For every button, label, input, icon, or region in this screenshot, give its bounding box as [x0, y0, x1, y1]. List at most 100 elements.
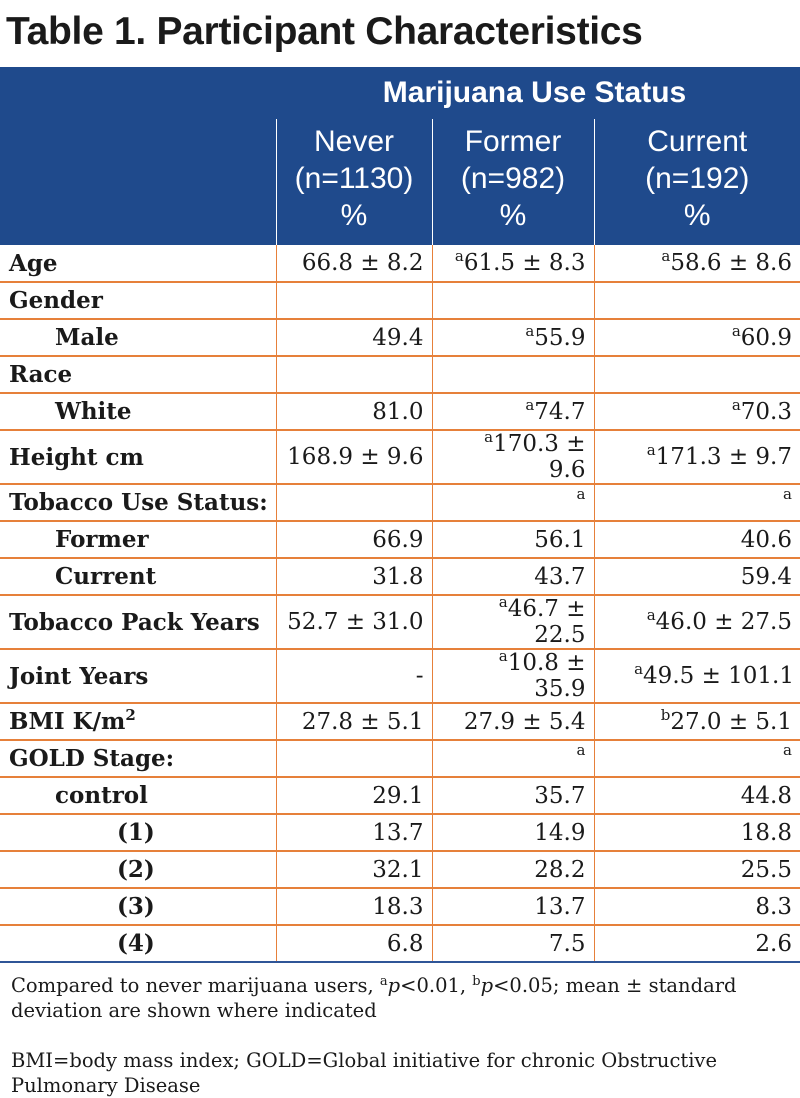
table-title: Table 1. Participant Characteristics: [6, 10, 643, 53]
header-blank-cell: [0, 119, 276, 245]
cell-former: 35.7: [431, 777, 594, 815]
table-row: Male 49.4 a55.9 a60.9: [0, 319, 800, 357]
cell-current: [593, 282, 800, 320]
cell-former: a: [431, 484, 594, 522]
column-header-never: Never (n=1130) %: [275, 119, 432, 245]
table-row: Former 66.9 56.1 40.6: [0, 521, 800, 559]
column-name: Never: [313, 125, 395, 158]
table-row: Age 66.8 ± 8.2 a61.5 ± 8.3 a58.6 ± 8.6: [0, 245, 800, 283]
table-row: Tobacco Use Status: a a: [0, 484, 800, 522]
row-label: (1): [0, 814, 276, 852]
table-row: Race: [0, 356, 800, 394]
footnote-significance: Compared to never marijuana users, ap<0.…: [11, 974, 737, 1022]
table-row: Joint Years - a10.8 ± 35.9 a49.5 ± 101.1: [0, 649, 800, 704]
cell-former: [431, 282, 594, 320]
cell-current: 44.8: [593, 777, 800, 815]
cell-current: a49.5 ± 101.1: [593, 649, 800, 704]
cell-current: a58.6 ± 8.6: [593, 245, 800, 283]
column-unit: %: [683, 199, 711, 232]
cell-former: 27.9 ± 5.4: [431, 703, 594, 741]
row-label: Age: [0, 245, 276, 283]
column-unit: %: [499, 199, 527, 232]
cell-former: 7.5: [431, 925, 594, 963]
cell-current: a60.9: [593, 319, 800, 357]
table-row: (4) 6.8 7.5 2.6: [0, 925, 800, 963]
column-n: (n=1130): [294, 162, 414, 195]
column-name: Former: [464, 125, 562, 158]
column-n: (n=192): [645, 162, 750, 195]
cell-current: [593, 356, 800, 394]
cell-former: 13.7: [431, 888, 594, 926]
cell-never: 27.8 ± 5.1: [275, 703, 432, 741]
cell-never: [275, 484, 432, 522]
column-header-current: Current (n=192) %: [593, 119, 800, 245]
row-label: Male: [0, 319, 276, 357]
column-header-former: Former (n=982) %: [431, 119, 594, 245]
row-label: control: [0, 777, 276, 815]
header-column-row: Never (n=1130) % Former (n=982) % Curren…: [0, 119, 800, 245]
header-group-row: Marijuana Use Status: [0, 67, 800, 119]
table-row: (2) 32.1 28.2 25.5: [0, 851, 800, 889]
cell-never: 6.8: [275, 925, 432, 963]
table-row: control 29.1 35.7 44.8: [0, 777, 800, 815]
row-label: Joint Years: [0, 649, 276, 704]
table-footnotes: Compared to never marijuana users, ap<0.…: [0, 963, 800, 1098]
row-label: BMI K/m2: [0, 703, 276, 741]
cell-never: 168.9 ± 9.6: [275, 430, 432, 485]
cell-never: 52.7 ± 31.0: [275, 595, 432, 650]
cell-former: a74.7: [431, 393, 594, 431]
row-label: (2): [0, 851, 276, 889]
cell-former: a55.9: [431, 319, 594, 357]
cell-former: 28.2: [431, 851, 594, 889]
cell-never: [275, 282, 432, 320]
row-label: Tobacco Use Status:: [0, 484, 276, 522]
cell-never: 32.1: [275, 851, 432, 889]
row-label: Former: [0, 521, 276, 559]
cell-never: 81.0: [275, 393, 432, 431]
cell-never: 49.4: [275, 319, 432, 357]
table-row: GOLD Stage: a a: [0, 740, 800, 778]
cell-current: a171.3 ± 9.7: [593, 430, 800, 485]
cell-current: 18.8: [593, 814, 800, 852]
cell-never: 13.7: [275, 814, 432, 852]
cell-current: a: [593, 740, 800, 778]
cell-former: a170.3 ± 9.6: [431, 430, 594, 485]
row-label: Gender: [0, 282, 276, 320]
cell-never: 18.3: [275, 888, 432, 926]
cell-current: a70.3: [593, 393, 800, 431]
column-unit: %: [340, 199, 368, 232]
cell-never: -: [275, 649, 432, 704]
table-row: (1) 13.7 14.9 18.8: [0, 814, 800, 852]
cell-former: a: [431, 740, 594, 778]
table-row: White 81.0 a74.7 a70.3: [0, 393, 800, 431]
row-label: Race: [0, 356, 276, 394]
cell-current: a46.0 ± 27.5: [593, 595, 800, 650]
row-label: Current: [0, 558, 276, 596]
table-header: Marijuana Use Status Never (n=1130) % Fo…: [0, 67, 800, 245]
table-row: (3) 18.3 13.7 8.3: [0, 888, 800, 926]
cell-former: a61.5 ± 8.3: [431, 245, 594, 283]
column-n: (n=982): [460, 162, 566, 195]
row-label: GOLD Stage:: [0, 740, 276, 778]
table-row: Tobacco Pack Years 52.7 ± 31.0 a46.7 ± 2…: [0, 595, 800, 650]
table-row: Gender: [0, 282, 800, 320]
cell-never: [275, 740, 432, 778]
column-name: Current: [647, 125, 748, 158]
table-row: BMI K/m2 27.8 ± 5.1 27.9 ± 5.4 b27.0 ± 5…: [0, 703, 800, 741]
row-label: (4): [0, 925, 276, 963]
row-label: (3): [0, 888, 276, 926]
cell-current: 59.4: [593, 558, 800, 596]
cell-former: a46.7 ± 22.5: [431, 595, 594, 650]
footnote-abbreviations: BMI=body mass index; GOLD=Global initiat…: [11, 1049, 717, 1097]
cell-former: 56.1: [431, 521, 594, 559]
row-label: White: [0, 393, 276, 431]
cell-never: 66.9: [275, 521, 432, 559]
cell-current: 8.3: [593, 888, 800, 926]
row-label: Tobacco Pack Years: [0, 595, 276, 650]
participant-table: Marijuana Use Status Never (n=1130) % Fo…: [0, 67, 800, 963]
cell-current: b27.0 ± 5.1: [593, 703, 800, 741]
cell-never: 66.8 ± 8.2: [275, 245, 432, 283]
cell-never: [275, 356, 432, 394]
cell-former: 43.7: [431, 558, 594, 596]
cell-former: 14.9: [431, 814, 594, 852]
